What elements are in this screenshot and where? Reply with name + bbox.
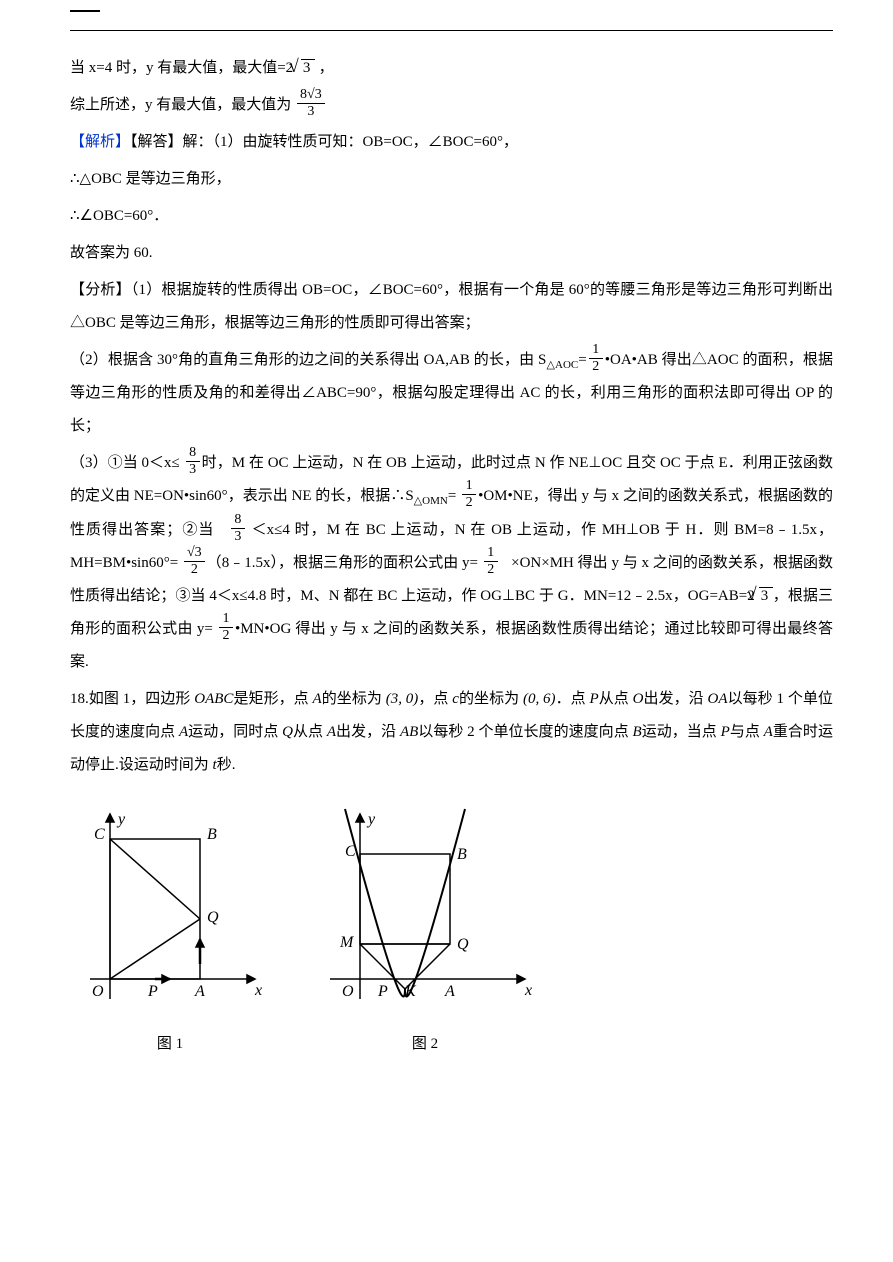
fenxi-2: （2）根据含 30°角的直角三角形的边之间的关系得出 OA,AB 的长，由 S△… bbox=[70, 342, 833, 445]
svg-text:O: O bbox=[342, 983, 354, 1000]
svg-text:A: A bbox=[194, 983, 205, 1000]
svg-text:Q: Q bbox=[457, 936, 469, 953]
fenxi-label: 【分析】 bbox=[70, 282, 131, 298]
figure-1-svg: y x C B O P A Q bbox=[70, 799, 270, 1024]
frac-half: 12 bbox=[589, 342, 603, 375]
line-equilateral: ∴△OBC 是等边三角形， bbox=[70, 161, 833, 198]
svg-text:K: K bbox=[404, 983, 417, 1000]
figure-1-label: 图 1 bbox=[70, 1028, 270, 1061]
svg-text:Q: Q bbox=[207, 909, 219, 926]
line-summary: 综上所述，y 有最大值，最大值为 8√3 3 bbox=[70, 87, 833, 124]
figure-2-svg: y x C B M Q O P K A bbox=[310, 799, 540, 1024]
svg-text:P: P bbox=[147, 983, 158, 1000]
fenxi-1: 【分析】（1）根据旋转的性质得出 OB=OC，∠BOC=60°，根据有一个角是 … bbox=[70, 272, 833, 342]
sqrt-3: 3 bbox=[297, 52, 315, 85]
jiexi-line: 【解析】【解答】解：（1）由旋转性质可知：OB=OC，∠BOC=60°， bbox=[70, 124, 833, 161]
frac-8root3-3: 8√3 3 bbox=[297, 87, 325, 120]
svg-text:C: C bbox=[94, 826, 105, 843]
svg-text:B: B bbox=[207, 826, 217, 843]
figure-1: y x C B O P A Q 图 1 bbox=[70, 799, 270, 1061]
figure-2: y x C B M Q O P K A 图 2 bbox=[310, 799, 540, 1061]
svg-text:x: x bbox=[524, 982, 532, 999]
svg-text:y: y bbox=[116, 811, 126, 828]
svg-text:O: O bbox=[92, 983, 104, 1000]
line-maxvalue-x4: 当 x=4 时，y 有最大值，最大值=2 3 ， bbox=[70, 50, 833, 87]
svg-text:M: M bbox=[339, 934, 355, 951]
svg-text:P: P bbox=[377, 983, 388, 1000]
svg-text:y: y bbox=[366, 811, 376, 828]
figure-2-label: 图 2 bbox=[310, 1028, 540, 1061]
svg-text:A: A bbox=[444, 983, 455, 1000]
question-18: 18.如图 1，四边形 OABC是矩形，点 A的坐标为 (3, 0)，点 c的坐… bbox=[70, 681, 833, 784]
svg-text:x: x bbox=[254, 982, 262, 999]
jiexi-label: 【解析】 bbox=[70, 134, 130, 150]
figures-row: y x C B O P A Q 图 1 bbox=[70, 799, 833, 1061]
line-answer-60: 故答案为 60. bbox=[70, 235, 833, 272]
fenxi-3: （3）①当 0＜x≤ 83时，M 在 OC 上运动，N 在 OB 上运动，此时过… bbox=[70, 445, 833, 681]
line-angle-obc: ∴∠OBC=60°． bbox=[70, 198, 833, 235]
svg-text:C: C bbox=[345, 843, 356, 860]
svg-text:B: B bbox=[457, 846, 467, 863]
